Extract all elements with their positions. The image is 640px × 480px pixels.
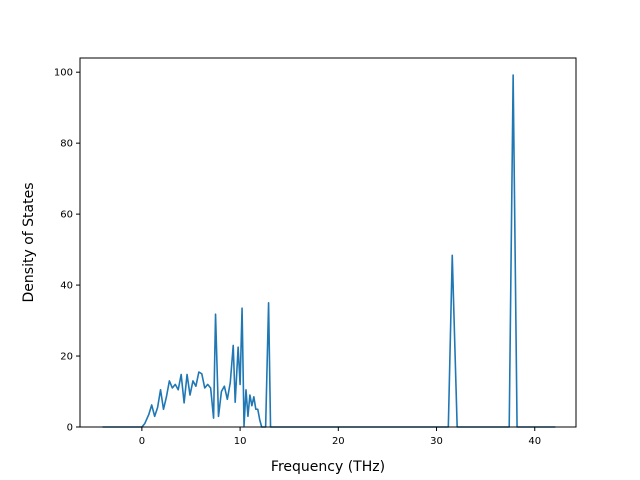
x-tick-label: 30 (430, 436, 443, 447)
plot-frame (79, 57, 577, 428)
x-tick-label: 10 (234, 436, 247, 447)
y-axis-title: Density of States (21, 183, 37, 303)
y-tick-label: 20 (60, 352, 73, 363)
y-tick-label: 60 (60, 210, 73, 221)
y-tick-label: 40 (60, 281, 73, 292)
axis-ticks: 0 10 20 30 40 0 20 40 60 80 100 (54, 68, 541, 447)
x-tick-label: 0 (139, 436, 145, 447)
x-axis-title: Frequency (THz) (271, 459, 385, 475)
y-tick-label: 100 (54, 68, 73, 79)
y-tick-label: 80 (60, 139, 73, 150)
x-tick-label: 20 (332, 436, 345, 447)
y-tick-label: 0 (67, 423, 73, 434)
x-tick-label: 40 (528, 436, 541, 447)
